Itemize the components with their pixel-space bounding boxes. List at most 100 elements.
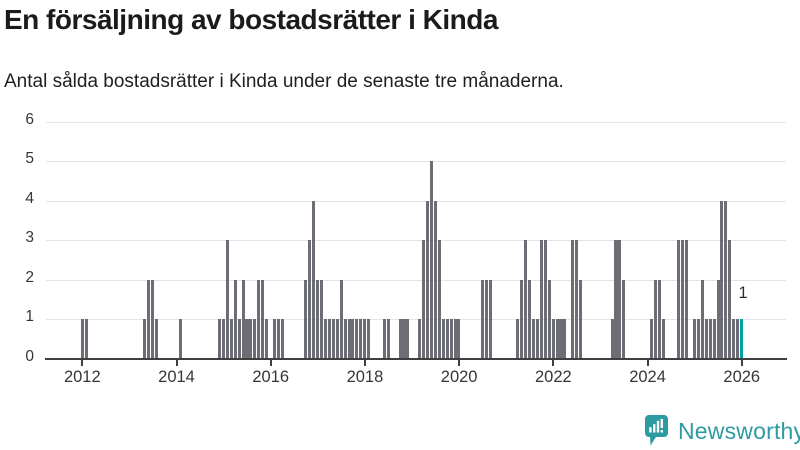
- bar-2024-05: [661, 319, 665, 359]
- y-axis-tick-label: 3: [25, 229, 34, 246]
- bar-2025-10: [728, 240, 732, 359]
- x-axis-tick: [81, 359, 84, 366]
- bar-2017-05: [331, 319, 335, 359]
- bar-2015-08: [249, 319, 253, 359]
- y-axis-tick-label: 0: [25, 347, 34, 365]
- bar-2022-01: [551, 319, 555, 359]
- y-axis-tick-label: 2: [25, 268, 34, 286]
- bar-2017-11: [355, 319, 359, 359]
- bar-2025-06: [712, 319, 716, 359]
- bar-2025-05: [708, 319, 712, 359]
- y-gridline: [46, 240, 786, 241]
- bar-2022-07: [575, 240, 579, 359]
- y-gridline: [46, 319, 786, 320]
- bar-2023-04: [610, 319, 614, 359]
- bar-2017-10: [351, 319, 355, 359]
- bar-2021-04: [516, 319, 520, 359]
- bar-2018-07: [386, 319, 390, 359]
- bar-2025-07: [716, 279, 720, 359]
- bar-2025-11: [732, 319, 736, 359]
- x-axis-tick-label: 2018: [346, 368, 384, 386]
- bar-2016-12: [312, 200, 316, 359]
- bar-2016-04: [280, 319, 284, 359]
- bar-2015-12: [265, 319, 269, 359]
- bar-2018-11: [402, 319, 406, 359]
- bar-2022-04: [563, 319, 567, 359]
- y-gridline: [46, 161, 786, 162]
- y-gridline: [46, 279, 786, 281]
- x-axis-tick-label: 2014: [158, 368, 195, 386]
- bar-2025-01: [692, 319, 696, 359]
- y-axis-tick-label: 1: [25, 308, 34, 325]
- bar-2022-02: [555, 319, 559, 359]
- bar-2021-11: [543, 240, 547, 359]
- y-axis-tick-label: 6: [25, 110, 34, 128]
- bar-2014-02: [178, 319, 182, 359]
- bar-highlight-2026-01: [740, 319, 744, 359]
- bar-2015-02: [225, 240, 229, 359]
- bar-2025-12: [736, 319, 740, 359]
- bar-2024-09: [677, 240, 681, 359]
- bar-2024-10: [681, 240, 685, 359]
- bar-2016-03: [276, 319, 280, 359]
- x-axis-tick-label: 2026: [723, 368, 761, 386]
- bar-2025-03: [700, 279, 704, 359]
- bar-2017-03: [323, 319, 328, 359]
- x-axis-tick-label: 2012: [63, 368, 101, 386]
- bar-2025-04: [704, 319, 708, 359]
- bar-2024-02: [649, 319, 653, 359]
- bar-2020-01: [457, 319, 461, 359]
- bar-2018-12: [406, 319, 410, 359]
- bar-2013-06: [147, 279, 151, 359]
- bar-2025-09: [724, 200, 728, 359]
- bar-2019-04: [422, 240, 426, 359]
- bar-2019-09: [441, 319, 445, 359]
- bar-2019-10: [445, 319, 449, 359]
- x-axis-tick: [646, 359, 649, 366]
- bar-2021-09: [535, 319, 539, 359]
- bar-2017-04: [327, 319, 331, 359]
- bar-2019-11: [449, 319, 453, 359]
- newsworthy-logo-text: Newsworthy: [678, 417, 800, 444]
- bar-2018-10: [398, 319, 402, 359]
- x-axis-tick: [269, 359, 272, 366]
- bar-2021-10: [539, 240, 543, 359]
- bar-2016-11: [308, 240, 312, 359]
- y-axis-tick-label: 5: [25, 150, 34, 167]
- bar-2025-02: [696, 319, 700, 359]
- bar-2020-07: [480, 279, 485, 359]
- newsworthy-logo[interactable]: Newsworthy: [644, 413, 800, 449]
- bar-2019-03: [418, 319, 422, 359]
- bar-2013-07: [151, 279, 155, 359]
- bar-2015-10: [257, 279, 261, 359]
- bar-2012-01: [80, 319, 84, 359]
- bar-2022-08: [579, 279, 583, 359]
- bar-2021-06: [524, 240, 528, 359]
- x-axis-tick-label: 2022: [534, 368, 572, 386]
- bar-2013-05: [143, 319, 147, 359]
- bar-2021-05: [520, 279, 524, 359]
- latest-value-label: 1: [738, 284, 748, 302]
- bar-2025-08: [720, 200, 724, 359]
- bar-2020-09: [488, 279, 492, 359]
- x-axis-tick: [458, 359, 461, 366]
- y-gridline: [46, 200, 786, 202]
- bar-2021-12: [547, 279, 551, 359]
- bar-2018-02: [367, 319, 371, 359]
- bar-2015-01: [221, 319, 225, 359]
- bar-2024-11: [685, 240, 689, 359]
- bar-2017-12: [359, 319, 363, 359]
- chart-title: En försäljning av bostadsrätter i Kinda: [4, 4, 498, 35]
- bar-2019-08: [437, 240, 441, 359]
- bar-2021-07: [528, 279, 532, 359]
- bar-2015-09: [253, 319, 257, 359]
- bar-2018-01: [363, 319, 367, 359]
- x-axis-line: [45, 357, 787, 360]
- bar-2023-07: [622, 279, 626, 359]
- bar-2023-06: [618, 240, 622, 359]
- bar-2022-06: [571, 240, 575, 359]
- bar-2015-06: [241, 279, 245, 359]
- bar-2012-02: [84, 319, 88, 359]
